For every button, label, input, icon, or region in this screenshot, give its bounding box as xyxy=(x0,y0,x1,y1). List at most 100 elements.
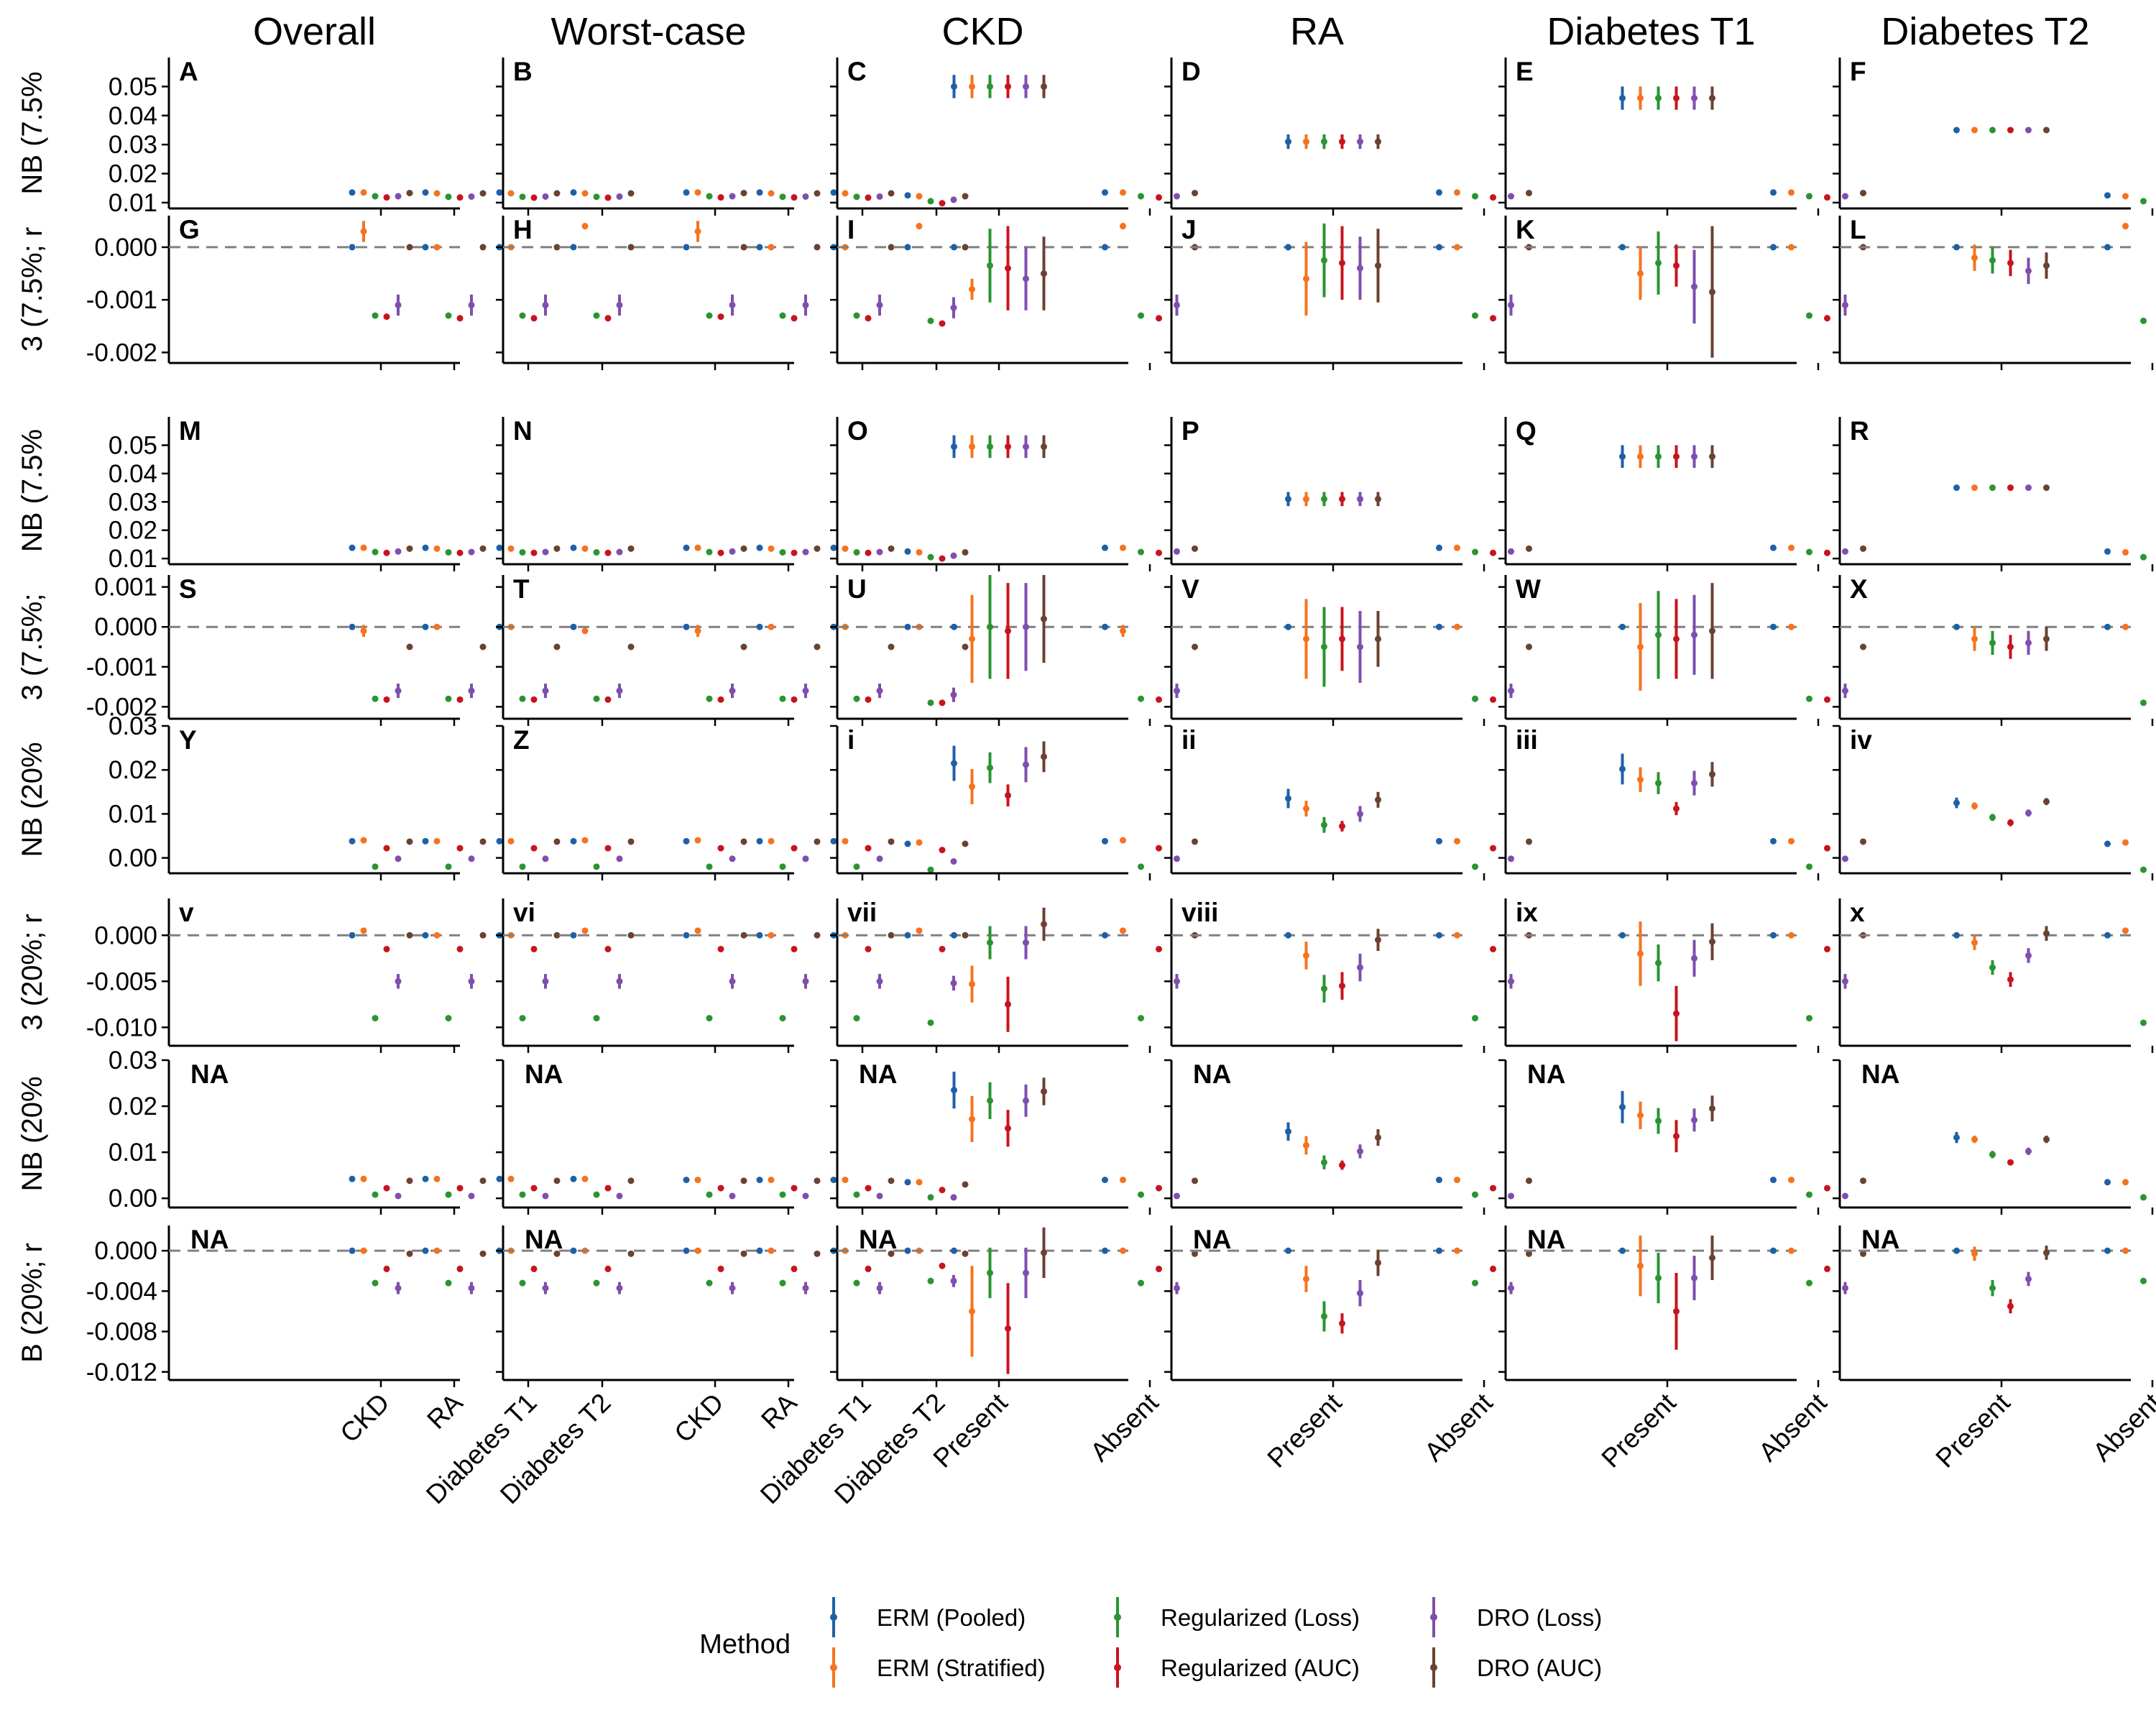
data-point xyxy=(593,1015,600,1022)
panel: W xyxy=(1498,574,1866,726)
data-point xyxy=(507,545,515,552)
data-point xyxy=(951,83,957,90)
legend-label: Regularized (Loss) xyxy=(1161,1604,1360,1631)
data-point xyxy=(904,623,911,630)
data-point xyxy=(969,1307,975,1315)
data-point xyxy=(553,932,561,939)
data-point xyxy=(445,1279,452,1287)
data-point xyxy=(865,845,872,852)
data-point xyxy=(768,623,775,630)
y-tick-label: 0.03 xyxy=(109,1046,157,1075)
data-point xyxy=(1806,193,1812,200)
data-point xyxy=(1953,1247,1960,1254)
data-point xyxy=(876,687,883,694)
data-point xyxy=(1709,1254,1715,1261)
data-point xyxy=(876,1192,883,1200)
data-point xyxy=(360,927,367,934)
data-point xyxy=(542,193,549,200)
data-point xyxy=(1138,1015,1144,1022)
panel: O xyxy=(830,416,1198,571)
data-point xyxy=(1285,932,1291,939)
data-point xyxy=(1637,1262,1644,1269)
data-point xyxy=(553,838,561,845)
data-point xyxy=(950,1194,957,1201)
data-point xyxy=(581,190,589,197)
y-tick-label: 0.001 xyxy=(94,574,157,602)
data-point xyxy=(1023,939,1029,946)
data-point xyxy=(422,244,429,251)
data-point xyxy=(372,1015,379,1022)
data-point xyxy=(729,548,736,555)
data-point xyxy=(2122,548,2129,556)
data-point xyxy=(1490,696,1496,703)
data-point xyxy=(1655,780,1662,787)
data-point xyxy=(1321,985,1327,993)
data-point xyxy=(627,1250,635,1257)
data-point xyxy=(1102,189,1108,196)
data-point xyxy=(1709,288,1715,295)
data-point xyxy=(939,200,946,207)
data-point xyxy=(1041,921,1047,928)
panel-tag: NA xyxy=(859,1059,897,1089)
data-point xyxy=(1120,1247,1126,1254)
panel-tag: iii xyxy=(1516,725,1538,755)
data-point xyxy=(1303,1275,1309,1282)
legend-title: Method xyxy=(699,1629,791,1660)
data-point xyxy=(969,83,975,90)
data-point xyxy=(2025,126,2032,134)
data-point xyxy=(406,1177,413,1184)
panel-tag: I xyxy=(847,215,854,244)
panel-tag: O xyxy=(847,416,868,446)
data-point xyxy=(830,544,837,551)
data-point xyxy=(888,838,895,845)
panel: J xyxy=(1164,215,1532,370)
data-point xyxy=(433,837,441,845)
data-point xyxy=(2007,484,2014,492)
data-point xyxy=(2104,548,2111,555)
row-label: NB (7.5% xyxy=(17,429,48,552)
data-point xyxy=(814,190,821,197)
x-tick-label: Present xyxy=(1595,1387,1682,1473)
data-point xyxy=(1156,315,1162,322)
data-point xyxy=(1174,1284,1180,1292)
data-point xyxy=(853,1015,860,1022)
x-tick-label: Present xyxy=(1930,1387,2016,1473)
panel-tag: vii xyxy=(847,898,877,927)
y-tick-label: 0.000 xyxy=(94,1237,157,1265)
data-point xyxy=(950,980,957,987)
data-point xyxy=(729,855,736,862)
data-point xyxy=(1842,855,1848,862)
data-point xyxy=(395,1192,402,1200)
data-point xyxy=(1321,822,1327,829)
data-point xyxy=(1673,1133,1680,1140)
data-point xyxy=(1709,1105,1715,1112)
data-point xyxy=(842,837,849,845)
data-point xyxy=(383,696,390,703)
data-point xyxy=(604,549,612,556)
data-point xyxy=(814,1177,821,1184)
data-point xyxy=(406,932,413,939)
panel: 0.010.020.030.040.05 A xyxy=(109,57,635,217)
data-point xyxy=(553,244,561,251)
data-point xyxy=(1303,138,1309,145)
data-point xyxy=(1971,126,1978,134)
data-point xyxy=(542,301,549,308)
data-point xyxy=(706,863,713,870)
data-point xyxy=(768,244,775,251)
data-point xyxy=(791,1184,798,1192)
data-point xyxy=(740,1250,747,1257)
data-point xyxy=(1138,312,1144,319)
data-point xyxy=(1303,805,1309,812)
data-point xyxy=(627,643,635,650)
data-point xyxy=(1303,952,1309,959)
data-point xyxy=(349,837,356,845)
data-point xyxy=(433,1175,441,1182)
data-point xyxy=(1824,194,1830,201)
data-point xyxy=(888,643,895,650)
data-point xyxy=(1508,978,1514,985)
data-point xyxy=(1005,1125,1011,1132)
data-point xyxy=(349,623,356,630)
legend-item: DRO (Loss) xyxy=(1430,1597,1602,1637)
data-point xyxy=(1375,495,1381,502)
legend-key-point xyxy=(1430,1664,1437,1671)
